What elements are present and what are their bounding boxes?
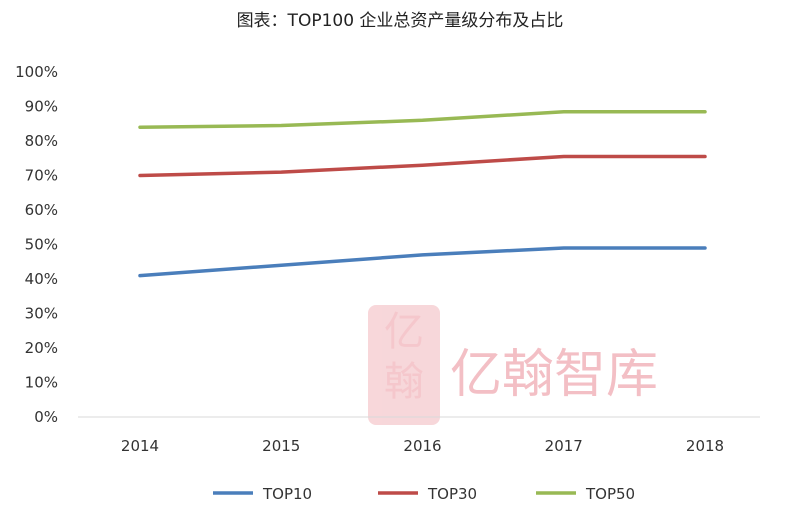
x-tick-label: 2017 (545, 437, 583, 455)
chart-title: 图表：TOP100 企业总资产量级分布及占比 (237, 11, 564, 31)
y-tick-label: 30% (25, 305, 58, 323)
y-tick-label: 60% (25, 201, 58, 219)
series-line-top10 (138, 246, 707, 278)
y-axis-tick-labels: 0% 10% 20% 30% 40% 50% 60% 70% 80% 90% 100% (15, 63, 58, 426)
y-tick-label: 100% (15, 63, 58, 81)
legend-label-top10: TOP10 (262, 485, 312, 503)
y-tick-label: 90% (25, 98, 58, 116)
series-line-top50 (138, 109, 707, 129)
x-axis-tick-labels: 2014 2015 2016 2017 2018 (121, 437, 724, 455)
x-tick-label: 2016 (403, 437, 441, 455)
watermark-text: 亿翰智库 (450, 345, 658, 405)
watermark-seal (368, 305, 440, 425)
x-tick-label: 2018 (686, 437, 724, 455)
watermark-seal-char-1: 亿 (384, 309, 424, 355)
y-tick-label: 10% (25, 374, 58, 392)
watermark-seal-char-2: 翰 (384, 359, 424, 405)
legend-label-top50: TOP50 (585, 485, 635, 503)
y-tick-label: 80% (25, 132, 58, 150)
y-tick-label: 50% (25, 236, 58, 254)
series-lines (138, 109, 707, 278)
y-tick-label: 40% (25, 270, 58, 288)
y-tick-label: 20% (25, 339, 58, 357)
x-tick-label: 2015 (262, 437, 300, 455)
y-tick-label: 0% (34, 408, 58, 426)
x-tick-label: 2014 (121, 437, 159, 455)
chart-legend: TOP10 TOP30 TOP50 (213, 485, 635, 503)
series-line-top30 (138, 154, 707, 178)
legend-label-top30: TOP30 (427, 485, 477, 503)
y-tick-label: 70% (25, 167, 58, 185)
watermark: 亿 翰 亿翰智库 (368, 305, 658, 425)
